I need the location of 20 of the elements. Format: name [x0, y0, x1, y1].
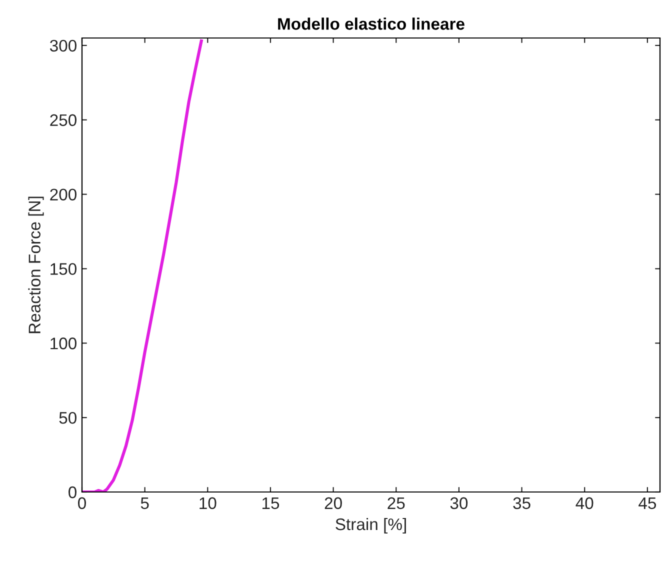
x-tick-label: 30	[450, 497, 468, 510]
x-tick-label: 0	[78, 497, 86, 510]
x-tick-label: 20	[324, 497, 342, 510]
x-tick-label: 45	[638, 497, 656, 510]
x-tick-label: 15	[262, 497, 280, 510]
x-tick-label: 5	[140, 497, 149, 510]
chart-title: Modello elastico lineare	[278, 18, 464, 30]
x-tick-label: 40	[576, 497, 594, 510]
y-tick-label: 250	[50, 114, 76, 126]
y-axis-title: Reaction Force [N]	[28, 196, 44, 334]
y-tick-label: 200	[50, 188, 76, 200]
y-tick-label: 100	[50, 338, 76, 350]
y-tick-label: 50	[59, 412, 76, 424]
x-axis-title: Strain [%]	[336, 518, 406, 534]
y-tick-label: 150	[50, 263, 76, 275]
x-tick-label: 35	[513, 497, 530, 510]
x-tick-label: 10	[200, 497, 216, 510]
y-tick-label: 0	[68, 486, 76, 498]
x-tick-label: 25	[388, 497, 405, 510]
y-tick-label: 300	[50, 40, 76, 52]
